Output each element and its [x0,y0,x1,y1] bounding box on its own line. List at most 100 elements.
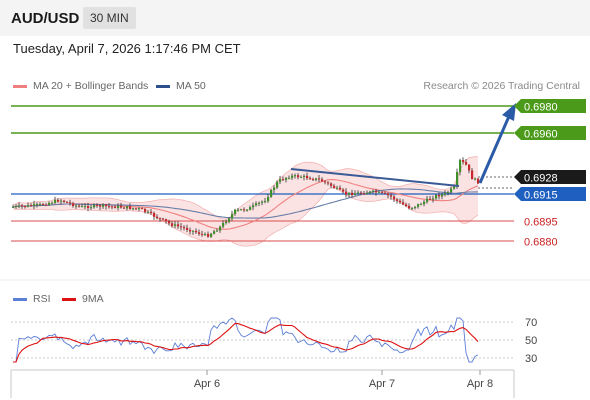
candle-body [291,175,294,178]
candle-body [297,175,300,178]
candle-body [477,178,480,184]
candle-body [123,207,126,209]
support-2-value: 0.6880 [524,237,558,249]
candle-body [414,206,417,208]
ma50-label: MA 50 [176,80,206,92]
candle-body [15,206,18,208]
candle-body [117,205,120,208]
rsi-ma-line [13,323,479,363]
x-label-1: Apr 6 [194,378,220,390]
candle-body [426,198,429,202]
rsi-label: RSI [33,293,51,305]
candle-body [264,201,267,203]
candle-body [249,207,252,210]
candle-body [363,193,366,195]
candle-body [288,177,291,179]
label-resistance-2: 0.6980 [514,99,586,114]
candle-body [435,194,438,199]
candle-body [441,194,444,197]
candle-body [444,193,447,195]
candle-body [243,209,246,211]
candle-body [204,233,207,235]
candle-body [372,190,375,192]
candle-body [144,208,147,212]
candle-body [165,219,168,222]
candle-body [390,195,393,197]
candle-body [459,159,462,173]
pivot-value: 0.6915 [524,190,558,202]
candle-body [240,209,243,211]
candle-body [159,218,162,220]
candle-body [207,233,210,237]
candle-body [135,208,138,210]
rsi-ma-swatch [62,297,76,301]
candle-body [258,202,261,204]
candle-body [456,172,459,187]
candle-body [213,231,216,234]
rsi-swatch [13,297,27,301]
chart-header: AUD/USD 30 MIN [0,0,590,36]
candle-body [399,200,402,203]
candle-body [360,192,363,194]
rsi-line [13,317,479,363]
candle-body [102,204,105,207]
candle-body [168,221,171,224]
candle-body [405,204,408,206]
candle-body [51,202,54,204]
candle-body [162,218,165,220]
candle-body [99,205,102,207]
timestamp: Tuesday, April 7, 2026 1:17:46 PM CET [13,41,241,56]
candle-body [312,179,315,181]
candle-body [60,200,63,202]
candle-body [261,201,264,203]
candle-body [219,226,222,231]
forecast-arrow-shaft [478,113,512,184]
candle-body [276,181,279,188]
resistance-2-value: 0.6980 [524,102,558,114]
candle-body [87,206,90,209]
candle-body [222,222,225,227]
x-label-3: Apr 8 [467,378,493,390]
candle-body [153,213,156,217]
candle-body [327,182,330,184]
candle-body [357,192,360,194]
candle-body [18,205,21,207]
candle-body [417,204,420,207]
ma20-swatch [13,84,27,88]
candle-body [21,205,24,207]
candle-body [27,205,30,207]
candle-body [42,204,45,206]
candle-body [273,187,276,190]
candle-body [90,207,93,209]
candle-body [411,207,414,209]
candle-body [474,178,477,180]
interval-button[interactable]: 30 MIN [83,7,136,29]
candle-body [366,193,369,195]
rsi-axis-50: 50 [525,335,537,347]
candle-body [120,205,123,208]
candle-body [465,162,468,165]
candle-body [315,178,318,180]
legend-ma20: MA 20 + Bollinger Bands [13,80,148,92]
candle-body [129,206,132,209]
candle-body [147,211,150,213]
candle-body [384,192,387,194]
candle-body [81,206,84,208]
candle-body [279,179,282,182]
candle-body [216,230,219,232]
support-1-value: 0.6895 [524,217,558,229]
candle-body [255,203,258,206]
candle-body [471,170,474,180]
candle-body [375,190,378,193]
candle-body [345,191,348,195]
candle-body [234,209,237,214]
candle-body [156,216,159,219]
candle-body [438,194,441,197]
bollinger-lower-line [12,187,479,247]
candle-body [429,198,432,200]
candle-body [309,178,312,180]
candle-body [306,175,309,179]
x-label-2: Apr 7 [369,378,395,390]
candle-body [126,206,129,209]
